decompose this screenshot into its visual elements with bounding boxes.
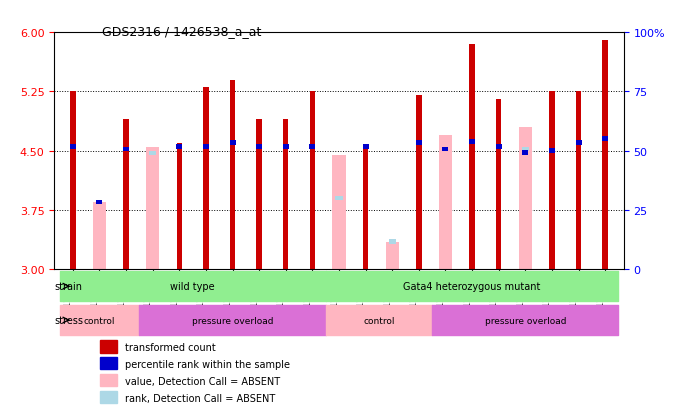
Bar [203,88,209,270]
Text: GDS2316 / 1426538_a_at: GDS2316 / 1426538_a_at [102,25,261,38]
Bar [309,145,315,150]
Bar [469,140,475,144]
Bar [96,200,102,205]
Bar [386,242,399,270]
Text: pressure overload: pressure overload [192,316,273,325]
Bar [439,135,452,270]
Text: rank, Detection Call = ABSENT: rank, Detection Call = ABSENT [125,393,276,403]
Bar [71,92,75,270]
Text: value, Detection Call = ABSENT: value, Detection Call = ABSENT [125,376,281,386]
Bar [93,202,106,270]
Bar [310,92,315,270]
Bar [416,141,422,146]
Bar [256,145,262,150]
Bar [576,141,582,146]
Bar [100,341,117,353]
Bar [521,147,529,152]
Bar [283,145,289,150]
Bar [443,147,448,152]
Text: percentile rank within the sample: percentile rank within the sample [125,359,290,369]
Bar [522,150,528,155]
Text: control: control [363,316,395,325]
Text: transformed count: transformed count [125,342,216,352]
Bar [149,151,157,156]
Text: control: control [83,316,115,325]
Bar [100,374,117,387]
Bar [230,81,235,270]
Bar [549,149,555,154]
Bar [123,147,129,152]
Bar [283,120,288,270]
Text: Gata4 heterozygous mutant: Gata4 heterozygous mutant [403,282,541,292]
Bar [256,120,262,270]
Bar [388,240,396,244]
Text: wild type: wild type [170,282,215,292]
Bar [469,45,475,270]
Bar [603,41,607,270]
Bar [146,147,159,270]
Bar [519,128,532,270]
Bar [123,120,129,270]
Bar [177,143,182,270]
Bar [230,141,235,146]
Bar [496,100,501,270]
Bar [203,145,209,150]
Bar [176,145,182,150]
Bar [496,145,502,150]
Bar [363,147,368,270]
Text: stress: stress [55,315,84,325]
Bar [100,391,117,404]
Bar [332,155,346,270]
Bar [100,357,117,370]
Bar [602,137,608,142]
Text: strain: strain [55,282,83,292]
Bar [70,145,76,150]
Bar [549,92,555,270]
Text: pressure overload: pressure overload [485,316,566,325]
Bar [576,92,581,270]
Bar [416,96,422,270]
Bar [363,145,369,150]
Bar [336,196,342,201]
